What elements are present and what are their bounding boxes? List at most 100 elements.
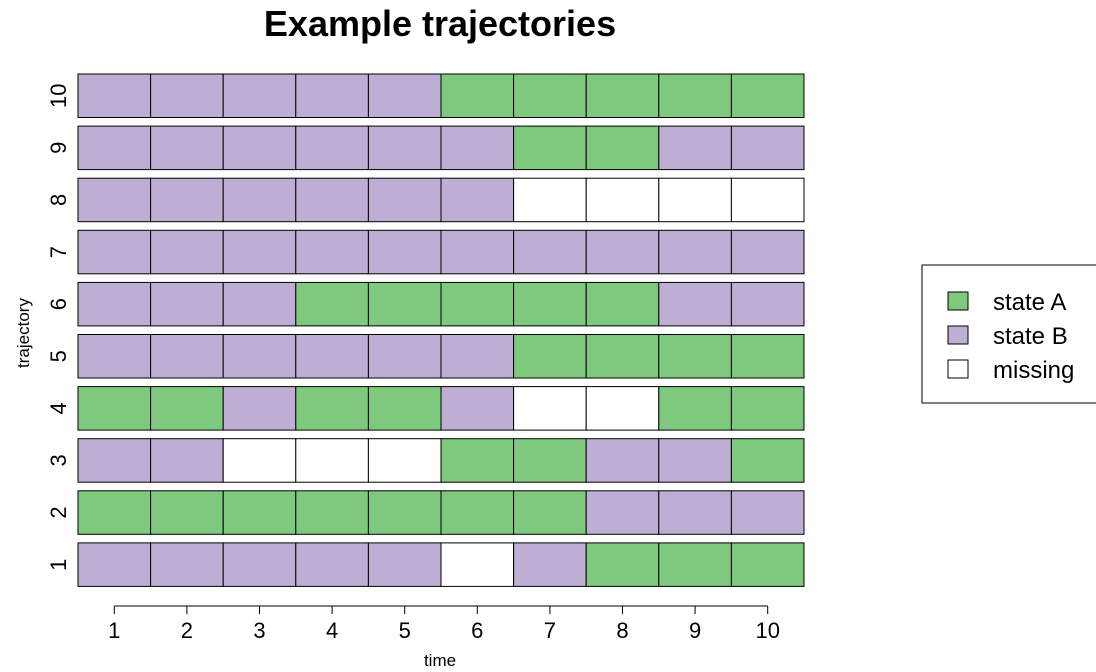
cell-traj3-t8 [585,438,660,483]
cell-traj10-t4 [295,73,369,118]
legend-label-M: missing [993,357,1074,384]
cell-traj9-t2 [150,125,224,171]
cell-traj5-t3 [222,334,297,379]
cell-traj2-t10 [730,490,805,535]
x-tick-label-6: 6 [471,618,483,643]
y-tick-label-8: 8 [46,194,71,206]
cell-traj5-t7 [513,334,587,379]
cell-traj9-t10 [730,125,805,171]
cell-traj6-t9 [658,281,732,327]
cell-traj10-t5 [367,73,442,118]
y-tick-label-3: 3 [46,454,71,466]
cell-traj4-t9 [658,386,732,431]
cell-traj1-t3 [222,542,297,587]
cell-traj2-t5 [367,490,442,535]
cell-traj6-t4 [295,281,369,327]
cell-traj10-t7 [513,73,587,118]
cell-traj6-t2 [150,281,224,327]
cell-traj2-t6 [440,490,515,535]
cell-traj6-t3 [222,281,297,327]
cell-traj2-t2 [150,490,224,535]
cell-traj7-t4 [295,229,369,275]
cell-traj9-t1 [77,125,152,171]
cell-traj9-t6 [440,125,515,171]
cell-traj7-t10 [730,229,805,275]
cell-traj2-t4 [295,490,369,535]
cell-traj4-t1 [77,386,152,431]
cell-traj7-t2 [150,229,224,275]
cell-traj2-t8 [585,490,660,535]
cell-traj2-t7 [513,490,587,535]
cell-traj1-t6 [440,542,515,587]
cell-traj2-t3 [222,490,297,535]
y-tick-label-7: 7 [46,246,71,258]
cell-traj3-t2 [150,438,224,483]
cell-traj3-t9 [658,438,732,483]
x-tick-label-7: 7 [544,618,556,643]
cell-traj6-t8 [585,281,660,327]
y-axis-label: trajectory [14,298,33,368]
cell-traj5-t8 [585,334,660,379]
x-tick-label-9: 9 [689,618,701,643]
y-tick-label-6: 6 [46,298,71,310]
cell-traj7-t7 [513,229,587,275]
cell-traj7-t5 [367,229,442,275]
cell-traj1-t2 [150,542,224,587]
legend-swatch-M [947,359,969,379]
cell-traj6-t6 [440,281,515,327]
x-tick-label-1: 1 [108,618,120,643]
cell-traj3-t10 [730,438,805,483]
cell-traj7-t1 [77,229,152,275]
cell-traj7-t8 [585,229,660,275]
cell-traj9-t9 [658,125,732,171]
cell-traj10-t6 [440,73,515,118]
cell-traj4-t7 [513,386,587,431]
cell-traj3-t4 [295,438,369,483]
cell-traj10-t3 [222,73,297,118]
cell-traj8-t4 [295,177,369,223]
cell-traj3-t3 [222,438,297,483]
cell-traj3-t5 [367,438,442,483]
cell-traj5-t2 [150,334,224,379]
y-tick-label-1: 1 [46,559,71,571]
cell-traj8-t3 [222,177,297,223]
cell-traj8-t8 [585,177,660,223]
x-tick-label-3: 3 [253,618,265,643]
cell-traj6-t5 [367,281,442,327]
y-tick-label-9: 9 [46,142,71,154]
legend-swatch-B [947,325,969,345]
x-tick-label-8: 8 [616,618,628,643]
cell-traj8-t7 [513,177,587,223]
cell-traj9-t3 [222,125,297,171]
x-tick-label-4: 4 [326,618,338,643]
cell-traj4-t4 [295,386,369,431]
cell-traj8-t1 [77,177,152,223]
cell-traj7-t3 [222,229,297,275]
cell-traj1-t5 [367,542,442,587]
x-tick-label-2: 2 [181,618,193,643]
x-axis-label: time [424,651,456,670]
cell-traj1-t10 [730,542,805,587]
cell-traj9-t8 [585,125,660,171]
cell-traj5-t1 [77,334,152,379]
cell-traj5-t9 [658,334,732,379]
y-tick-label-5: 5 [46,350,71,362]
cell-traj4-t6 [440,386,515,431]
cell-traj7-t9 [658,229,732,275]
cell-traj4-t5 [367,386,442,431]
cell-traj5-t10 [730,334,805,379]
cell-traj6-t7 [513,281,587,327]
cell-traj8-t10 [730,177,805,223]
y-axis: 1 2 3 4 5 6 7 8 9 10 [46,84,71,571]
cell-traj3-t1 [77,438,152,483]
cell-traj5-t6 [440,334,515,379]
y-tick-label-2: 2 [46,506,71,518]
legend-swatch-A [947,291,969,311]
cell-traj9-t7 [513,125,587,171]
cell-traj8-t2 [150,177,224,223]
cell-traj4-t2 [150,386,224,431]
cell-traj2-t1 [77,490,152,535]
cell-traj9-t5 [367,125,442,171]
cell-traj1-t1 [77,542,152,587]
legend-label-A: state A [993,289,1066,316]
